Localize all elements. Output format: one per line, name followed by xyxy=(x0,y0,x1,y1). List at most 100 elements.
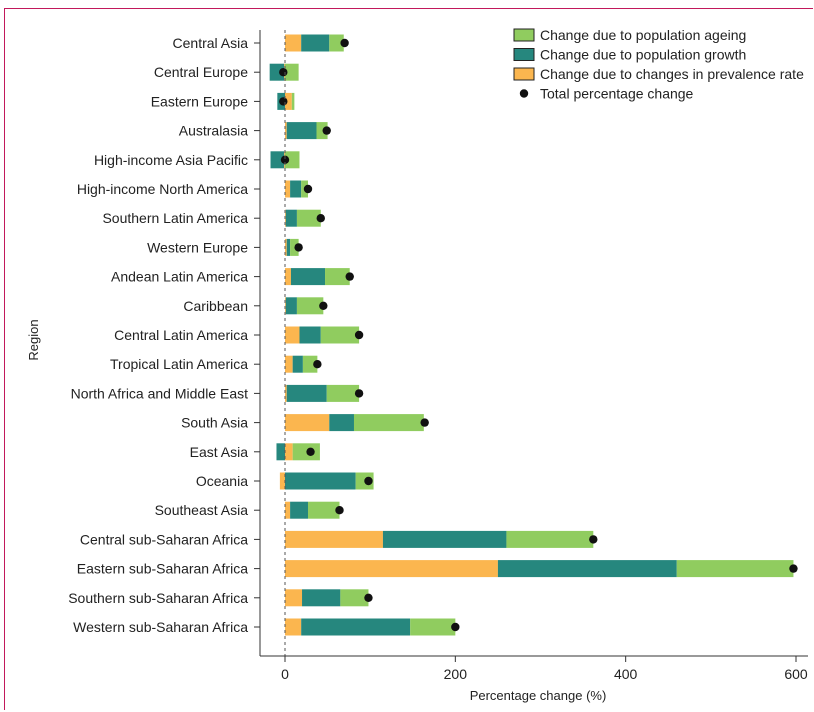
bar-segment-1 xyxy=(285,530,383,548)
total-marker xyxy=(345,272,354,281)
x-tick-label: 600 xyxy=(784,666,808,682)
bar-segment-3 xyxy=(676,560,794,578)
category-label: Eastern sub-Saharan Africa xyxy=(77,561,248,577)
bar-segment-1 xyxy=(285,238,287,256)
bar-segment-2 xyxy=(301,34,330,52)
category-label: Central Europe xyxy=(154,64,248,80)
category-label: Eastern Europe xyxy=(151,93,248,109)
bar-segment-1 xyxy=(285,618,302,636)
bar-segment-1 xyxy=(285,297,286,315)
bar-segment-2 xyxy=(285,472,356,490)
bar-segment-2 xyxy=(276,443,285,461)
bar-segment-2 xyxy=(292,355,303,373)
category-label: Central sub-Saharan Africa xyxy=(80,531,248,547)
bar-segment-1 xyxy=(285,34,302,52)
bar-segment-2 xyxy=(290,180,302,198)
x-tick-label: 200 xyxy=(444,666,468,682)
bar-segment-2 xyxy=(286,238,291,256)
total-marker xyxy=(306,447,315,456)
category-label: Andean Latin America xyxy=(111,269,248,285)
bar-segment-2 xyxy=(302,589,341,607)
bar-segment-2 xyxy=(290,501,308,519)
x-tick-label: 400 xyxy=(614,666,638,682)
total-marker xyxy=(451,622,460,632)
category-label: Southern sub-Saharan Africa xyxy=(68,590,248,606)
bar-segment-2 xyxy=(290,268,326,286)
bar-segment-1 xyxy=(285,355,293,373)
category-label: Western sub-Saharan Africa xyxy=(73,619,248,635)
bars-layer xyxy=(269,34,798,636)
bar-segment-3 xyxy=(290,238,299,256)
bar-segment-3 xyxy=(285,151,300,169)
bar-segment-2 xyxy=(299,326,321,344)
total-marker xyxy=(354,389,364,398)
bar-segment-3 xyxy=(410,618,456,636)
bar-segment-3 xyxy=(320,326,360,344)
bar-segment-3 xyxy=(326,384,360,402)
bar-segment-1 xyxy=(285,560,498,578)
total-marker xyxy=(313,360,322,369)
bar-segment-1 xyxy=(285,326,300,344)
total-marker xyxy=(420,418,429,427)
total-marker xyxy=(322,126,331,135)
legend-marker xyxy=(519,89,529,98)
total-marker xyxy=(589,535,598,544)
category-label: Western Europe xyxy=(147,239,248,255)
total-marker xyxy=(789,564,798,573)
bar-segment-3 xyxy=(302,355,318,373)
bar-segment-2 xyxy=(382,530,507,548)
legend-label: Total percentage change xyxy=(540,86,694,102)
bar-segment-2 xyxy=(286,384,327,402)
total-marker xyxy=(303,184,313,194)
bar-segment-3 xyxy=(316,122,328,140)
bar-segment-2 xyxy=(285,297,297,315)
legend-label: Change due to population ageing xyxy=(540,27,746,43)
category-label: Oceania xyxy=(196,473,248,489)
figure-frame xyxy=(4,8,813,710)
category-label: Caribbean xyxy=(183,298,248,314)
bar-segment-3 xyxy=(325,268,350,286)
legend-swatch xyxy=(513,28,535,42)
bar-segment-2 xyxy=(329,414,354,432)
bar-segment-2 xyxy=(269,63,285,81)
bar-segment-2 xyxy=(285,209,297,227)
category-label: Central Latin America xyxy=(114,327,248,343)
category-label: North Africa and Middle East xyxy=(71,385,249,401)
bar-segment-1 xyxy=(279,472,285,490)
bar-segment-2 xyxy=(286,122,317,140)
category-label: Southeast Asia xyxy=(155,502,249,518)
bar-segment-1 xyxy=(285,414,330,432)
category-label: High-income Asia Pacific xyxy=(94,152,248,168)
bar-segment-1 xyxy=(285,384,287,402)
bar-segment-3 xyxy=(329,34,344,52)
legend-label: Change due to changes in prevalence rate xyxy=(540,66,804,82)
bar-segment-1 xyxy=(285,589,303,607)
category-label: South Asia xyxy=(181,415,248,431)
total-marker xyxy=(354,330,364,340)
bar-segment-1 xyxy=(285,268,291,286)
bar-segment-3 xyxy=(291,92,295,110)
total-marker xyxy=(279,97,288,106)
total-marker xyxy=(279,68,288,77)
bar-segment-3 xyxy=(285,63,299,81)
category-label: Tropical Latin America xyxy=(110,356,248,372)
legend-swatch xyxy=(513,67,535,81)
bar-segment-1 xyxy=(285,443,293,461)
bar-segment-3 xyxy=(296,297,324,315)
total-marker xyxy=(364,476,373,486)
total-marker xyxy=(280,155,290,164)
bar-segment-1 xyxy=(285,180,291,198)
bar-segment-3 xyxy=(292,443,320,461)
legend-swatch xyxy=(513,48,535,61)
category-label: High-income North America xyxy=(77,181,248,197)
total-marker xyxy=(340,38,349,48)
bar-segment-3 xyxy=(296,209,321,227)
bar-segment-1 xyxy=(285,122,287,140)
total-marker xyxy=(316,214,325,223)
bar-segment-1 xyxy=(285,501,291,519)
bar-segment-2 xyxy=(301,618,411,636)
bar-segment-3 xyxy=(506,530,594,548)
total-marker xyxy=(294,243,303,252)
legend-label: Change due to population growth xyxy=(540,47,746,63)
bar-segment-1 xyxy=(285,92,292,110)
